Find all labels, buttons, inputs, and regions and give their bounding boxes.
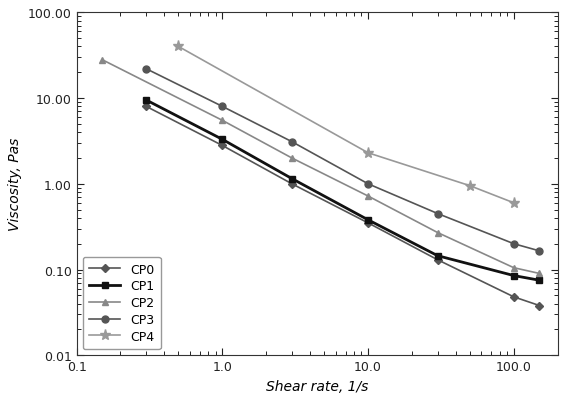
CP0 xyxy=(434,258,441,263)
CP1 xyxy=(536,278,543,283)
X-axis label: Shear rate, 1/s: Shear rate, 1/s xyxy=(266,379,368,393)
CP0 xyxy=(219,144,226,148)
CP2 xyxy=(289,156,295,161)
CP2 xyxy=(511,265,517,270)
CP2 xyxy=(365,194,371,199)
CP2 xyxy=(536,271,543,276)
CP1 xyxy=(143,98,149,103)
CP3 xyxy=(289,140,295,145)
CP2 xyxy=(219,119,226,124)
CP4 xyxy=(466,184,473,188)
CP2 xyxy=(434,231,441,235)
CP3 xyxy=(511,242,517,247)
CP4 xyxy=(511,201,517,206)
CP0 xyxy=(511,295,517,300)
Line: CP4: CP4 xyxy=(173,42,520,209)
CP1 xyxy=(434,254,441,259)
CP4 xyxy=(365,151,371,156)
CP3 xyxy=(434,212,441,217)
CP4 xyxy=(175,45,182,50)
CP0 xyxy=(365,221,371,226)
CP1 xyxy=(219,138,226,142)
CP1 xyxy=(365,218,371,223)
CP0 xyxy=(536,304,543,308)
CP3 xyxy=(219,105,226,109)
Line: CP1: CP1 xyxy=(143,98,542,283)
CP3 xyxy=(365,182,371,187)
Line: CP2: CP2 xyxy=(99,57,543,277)
CP2 xyxy=(99,58,106,63)
CP1 xyxy=(289,177,295,182)
Legend: CP0, CP1, CP2, CP3, CP4: CP0, CP1, CP2, CP3, CP4 xyxy=(83,257,161,349)
Line: CP0: CP0 xyxy=(143,104,542,308)
CP1 xyxy=(511,273,517,278)
CP0 xyxy=(143,105,149,109)
CP0 xyxy=(289,182,295,187)
Line: CP3: CP3 xyxy=(143,66,543,255)
CP3 xyxy=(536,249,543,254)
Y-axis label: Viscosity, Pas: Viscosity, Pas xyxy=(8,138,22,231)
CP3 xyxy=(143,67,149,72)
